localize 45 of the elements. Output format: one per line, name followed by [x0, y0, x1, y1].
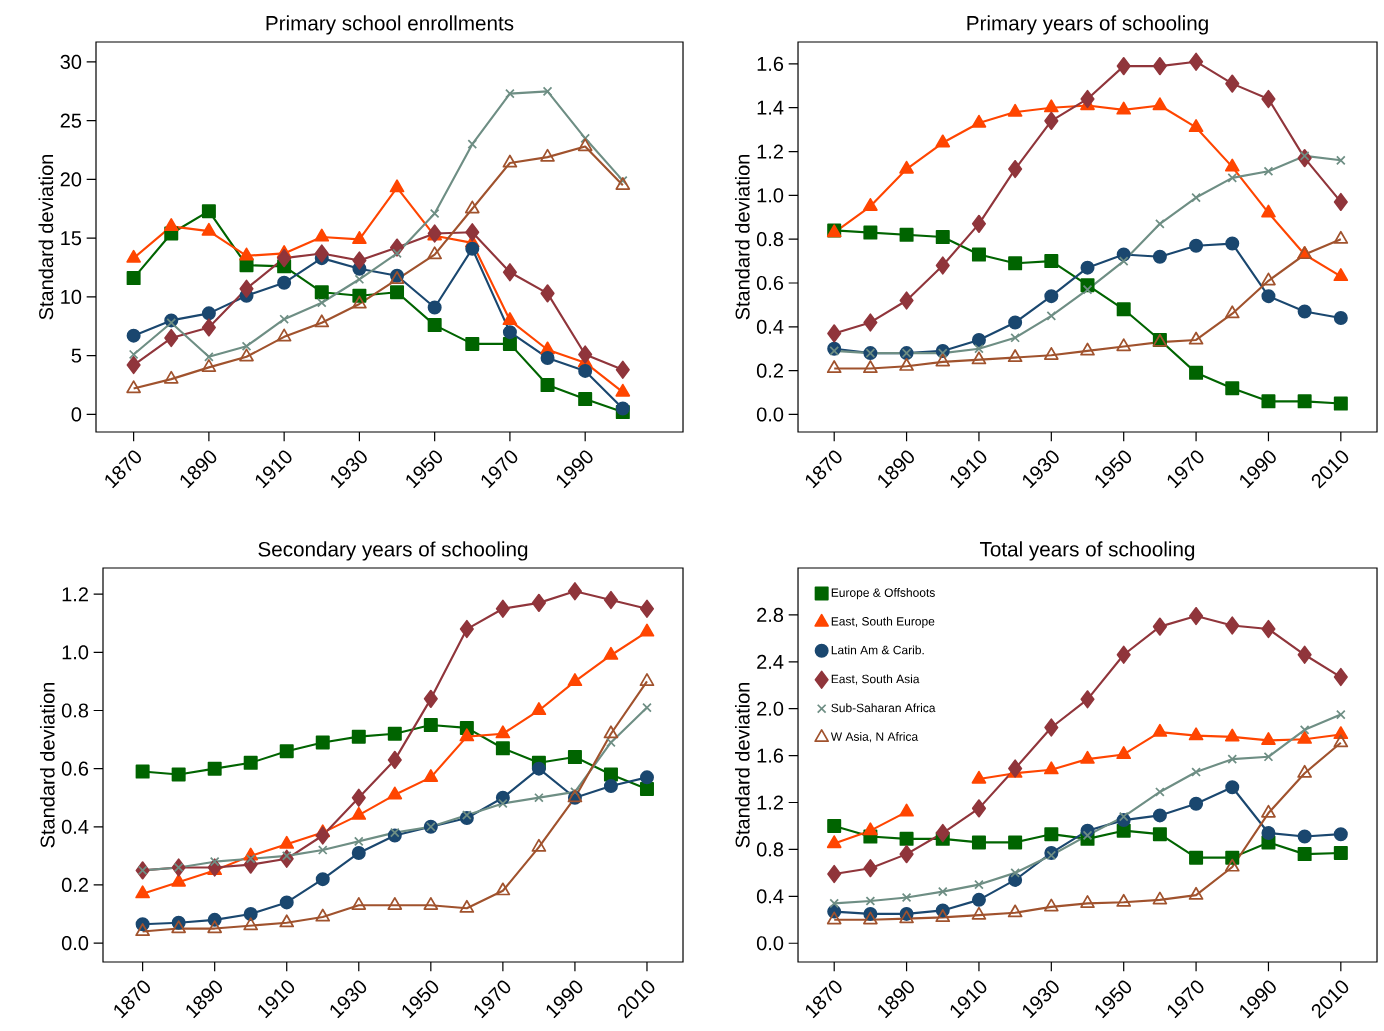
y-tick-label: 0.8	[756, 842, 784, 857]
y-axis-title: Standard deviation	[734, 154, 750, 320]
legend-label: Sub-Saharan Africa	[831, 703, 936, 713]
y-tick-label: 1.2	[757, 795, 783, 810]
y-tick-label: 0.4	[61, 819, 89, 834]
y-tick-label: 0.8	[61, 703, 89, 718]
y-tick-label: 0.0	[61, 936, 89, 951]
y-axis-title: Standard deviation	[39, 682, 55, 848]
y-tick-label: 0.2	[61, 877, 88, 893]
y-tick-label: 1.4	[757, 100, 784, 115]
y-tick-label: 0.6	[756, 275, 784, 291]
y-tick-label: 1.2	[62, 587, 88, 602]
y-tick-label: 0.0	[756, 936, 784, 951]
y-axis-title: Standard deviation	[38, 154, 54, 320]
chart-title: Primary years of schooling	[967, 15, 1208, 35]
legend-label: Europe & Offshoots	[831, 588, 935, 600]
y-tick-label: 1.0	[757, 188, 784, 203]
y-tick-label: 10	[61, 289, 82, 304]
legend-label: W Asia, N Africa	[830, 732, 919, 743]
y-tick-label: 0.0	[756, 407, 784, 422]
y-tick-label: 2.4	[757, 654, 784, 669]
y-tick-label: 25	[60, 113, 82, 128]
y-tick-label: 2.0	[757, 701, 784, 716]
y-tick-label: 5	[71, 348, 82, 363]
y-tick-label: 0.2	[756, 363, 783, 378]
y-tick-label: 1.6	[757, 56, 784, 71]
y-tick-label: 30	[60, 54, 82, 70]
y-tick-label: 1.0	[62, 645, 89, 660]
y-tick-label: 1.6	[757, 748, 784, 763]
y-tick-label: 0.6	[61, 761, 89, 776]
legend-label: East, South Asia	[831, 674, 920, 685]
y-tick-label: 2.8	[757, 607, 784, 622]
y-tick-label: 0.8	[756, 232, 784, 247]
y-axis-title: Standard deviation	[734, 682, 750, 848]
legend-label: Latin Am & Carib.	[831, 645, 924, 655]
y-tick-label: 20	[60, 172, 82, 187]
y-tick-label: 0.4	[756, 889, 784, 904]
y-tick-label: 15	[61, 231, 82, 246]
chart-title: Total years of schooling	[979, 541, 1195, 561]
chart-title: Primary school enrollments	[266, 15, 514, 35]
legend-label: East, South Europe	[831, 616, 935, 628]
y-tick-label: 0	[71, 407, 82, 422]
y-tick-label: 1.2	[757, 144, 783, 159]
chart-title: Secondary years of schooling	[258, 541, 528, 561]
y-tick-label: 0.4	[756, 319, 784, 334]
